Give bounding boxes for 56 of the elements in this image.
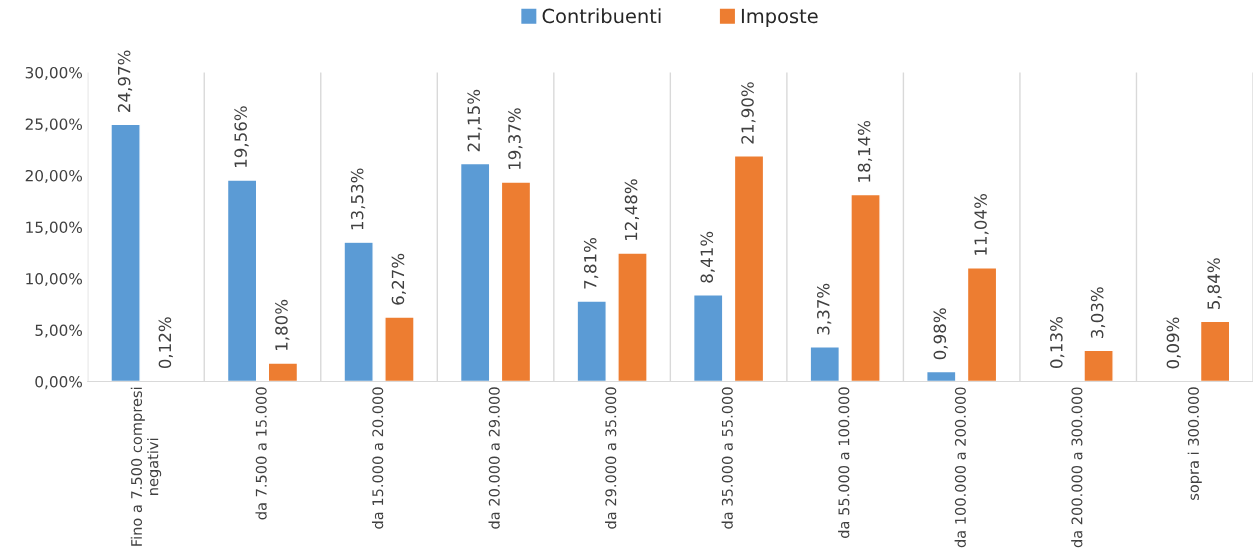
x-tick-label: da 35.000 a 55.000 [721, 387, 733, 529]
bar [576, 300, 607, 382]
bar [110, 123, 141, 382]
bar [692, 294, 724, 382]
data-label: 18,14% [857, 120, 873, 182]
x-tick-label: sopra i 300.000 [1187, 387, 1202, 500]
data-label: 21,90% [741, 82, 756, 144]
data-label: 24,97% [117, 50, 133, 112]
data-label: 0,09% [1166, 317, 1181, 369]
data-label: 21,15% [467, 89, 482, 152]
data-label: 11,04% [974, 194, 989, 255]
data-label: 0,12% [158, 317, 173, 369]
bar [459, 162, 491, 382]
y-tick-label: 0,00% [35, 376, 83, 390]
data-label: 19,56% [234, 106, 249, 168]
x-tick-label: da 15.000 a 20.000 [371, 387, 384, 529]
bar [926, 370, 957, 382]
data-label: 6,27% [391, 253, 406, 305]
data-label: 12,48% [624, 179, 640, 240]
y-tick-label: 25,00% [25, 118, 83, 132]
bar [267, 362, 299, 382]
data-label: 13,53% [350, 168, 366, 230]
data-label: 8,41% [700, 231, 715, 283]
x-tick-label: da 200.000 a 300.000 [1071, 387, 1083, 548]
bar [617, 252, 648, 382]
bar [809, 346, 841, 382]
x-tick-label: da 100.000 a 200.000 [954, 387, 966, 548]
data-label: 7,81% [583, 237, 599, 289]
data-label: 3,03% [1090, 287, 1106, 338]
x-tick-label: da 29.000 a 35.000 [605, 387, 617, 529]
bar [966, 267, 998, 382]
y-tick-label: 10,00% [26, 272, 83, 287]
x-tick-label: da 7.500 a 15.000 [255, 387, 267, 520]
legend-label: Imposte [741, 8, 818, 28]
bar [384, 316, 415, 382]
data-label: 19,37% [508, 108, 523, 170]
bar [343, 241, 374, 382]
y-tick-label: 30,00% [25, 66, 83, 80]
bar [850, 193, 881, 382]
data-label: 5,84% [1207, 258, 1222, 309]
data-label: 3,37% [816, 283, 832, 335]
data-label: 1,80% [275, 299, 290, 351]
bar [500, 181, 532, 382]
y-tick-label: 20,00% [25, 169, 83, 184]
data-label: 0,13% [1050, 317, 1065, 368]
legend-label: Contribuenti [542, 8, 661, 24]
bar [1083, 349, 1114, 382]
x-tick-label: Fino a 7.500 compresi negativi [130, 387, 162, 546]
x-tick-label: da 20.000 a 29.000 [488, 387, 500, 529]
bar [733, 155, 765, 382]
x-tick-label: da 55.000 a 100.000 [838, 387, 850, 538]
y-tick-label: 5,00% [35, 324, 83, 338]
y-tick-label: 15,00% [26, 221, 83, 235]
bar [226, 179, 258, 382]
data-label: 0,98% [933, 308, 948, 360]
bar [1199, 320, 1231, 382]
